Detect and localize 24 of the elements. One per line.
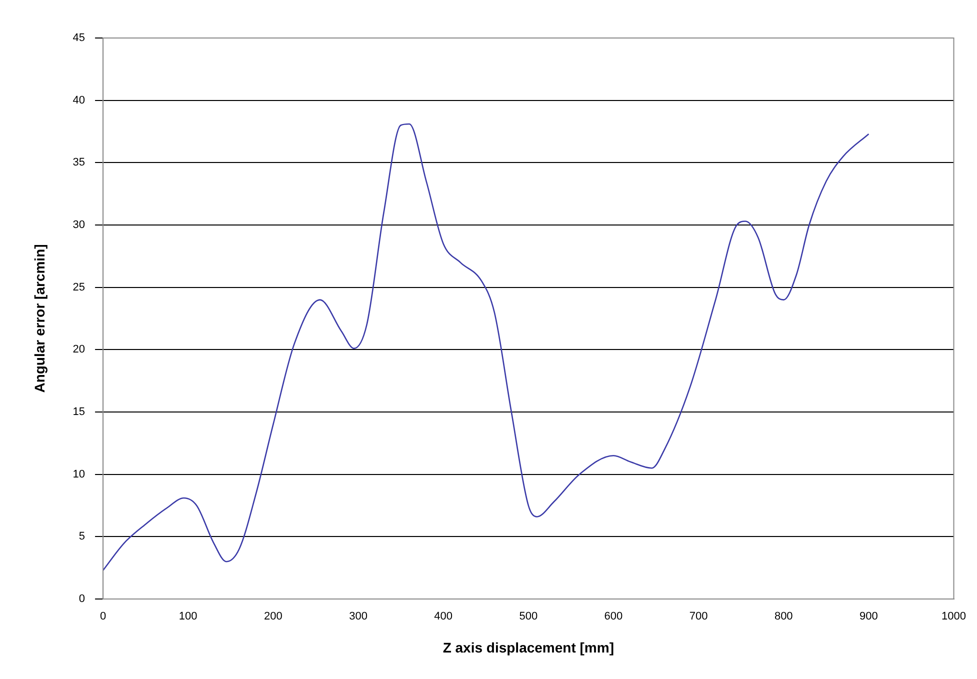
y-tick-label: 35: [72, 156, 86, 169]
x-tick-label: 200: [264, 610, 282, 623]
y-tick-label: 5: [78, 530, 86, 543]
x-tick-label: 700: [689, 610, 708, 623]
x-tick-label: 300: [349, 610, 368, 623]
x-tick-label: 500: [519, 610, 538, 623]
y-tick-label: 20: [72, 344, 86, 356]
x-tick-label: 0: [100, 610, 106, 623]
y-tick-label: 0: [78, 593, 86, 606]
y-tick-label: 30: [72, 219, 86, 232]
x-tick-label: 1000: [942, 610, 966, 623]
y-tick-label: 25: [72, 281, 86, 294]
x-tick-label: 100: [178, 610, 198, 623]
y-tick-label: 15: [72, 406, 86, 418]
x-tick-label: 400: [434, 610, 453, 623]
x-tick-label: 900: [860, 610, 878, 623]
y-tick-label: 40: [72, 94, 86, 106]
x-axis-title: Z axis displacement [mm]: [442, 639, 614, 656]
x-tick-label: 600: [604, 610, 623, 623]
y-axis-title: Angular error [arcmin]: [31, 244, 48, 393]
x-tick-label: 800: [774, 610, 793, 623]
line-series: [103, 123, 870, 571]
y-tick-label: 10: [72, 468, 86, 480]
y-tick-label: 45: [72, 32, 86, 44]
